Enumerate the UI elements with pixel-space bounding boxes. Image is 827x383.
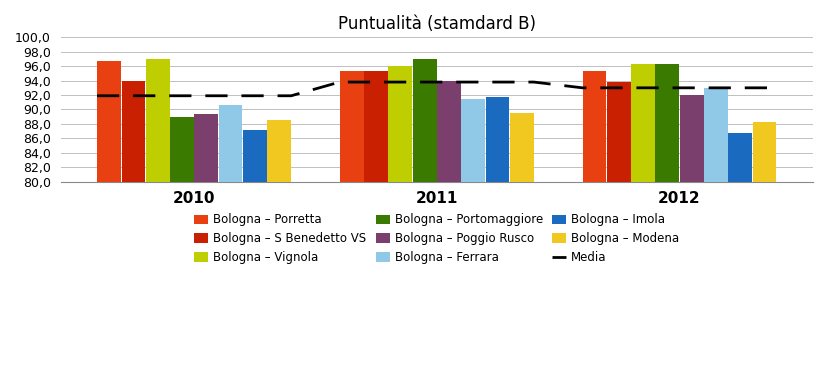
Bar: [630, 64, 654, 182]
Bar: [194, 114, 218, 182]
Bar: [461, 99, 485, 182]
Bar: [752, 122, 776, 182]
Bar: [582, 71, 605, 182]
Title: Puntualità (stamdard B): Puntualità (stamdard B): [337, 15, 535, 33]
Bar: [388, 66, 412, 182]
Bar: [437, 81, 461, 182]
Bar: [703, 88, 727, 182]
Bar: [606, 82, 630, 182]
Bar: [413, 59, 436, 182]
Bar: [485, 97, 509, 182]
Bar: [340, 70, 363, 182]
Bar: [218, 105, 242, 182]
Bar: [122, 80, 145, 182]
Legend: Bologna – Porretta, Bologna – S Benedetto VS, Bologna – Vignola, Bologna – Porto: Bologna – Porretta, Bologna – S Benedett…: [194, 213, 678, 264]
Bar: [728, 133, 751, 182]
Bar: [242, 130, 266, 182]
Bar: [655, 64, 678, 182]
Bar: [679, 95, 703, 182]
Bar: [509, 113, 533, 182]
Bar: [267, 119, 290, 182]
Bar: [364, 71, 388, 182]
Bar: [146, 59, 170, 182]
Bar: [97, 61, 121, 182]
Bar: [170, 118, 194, 182]
